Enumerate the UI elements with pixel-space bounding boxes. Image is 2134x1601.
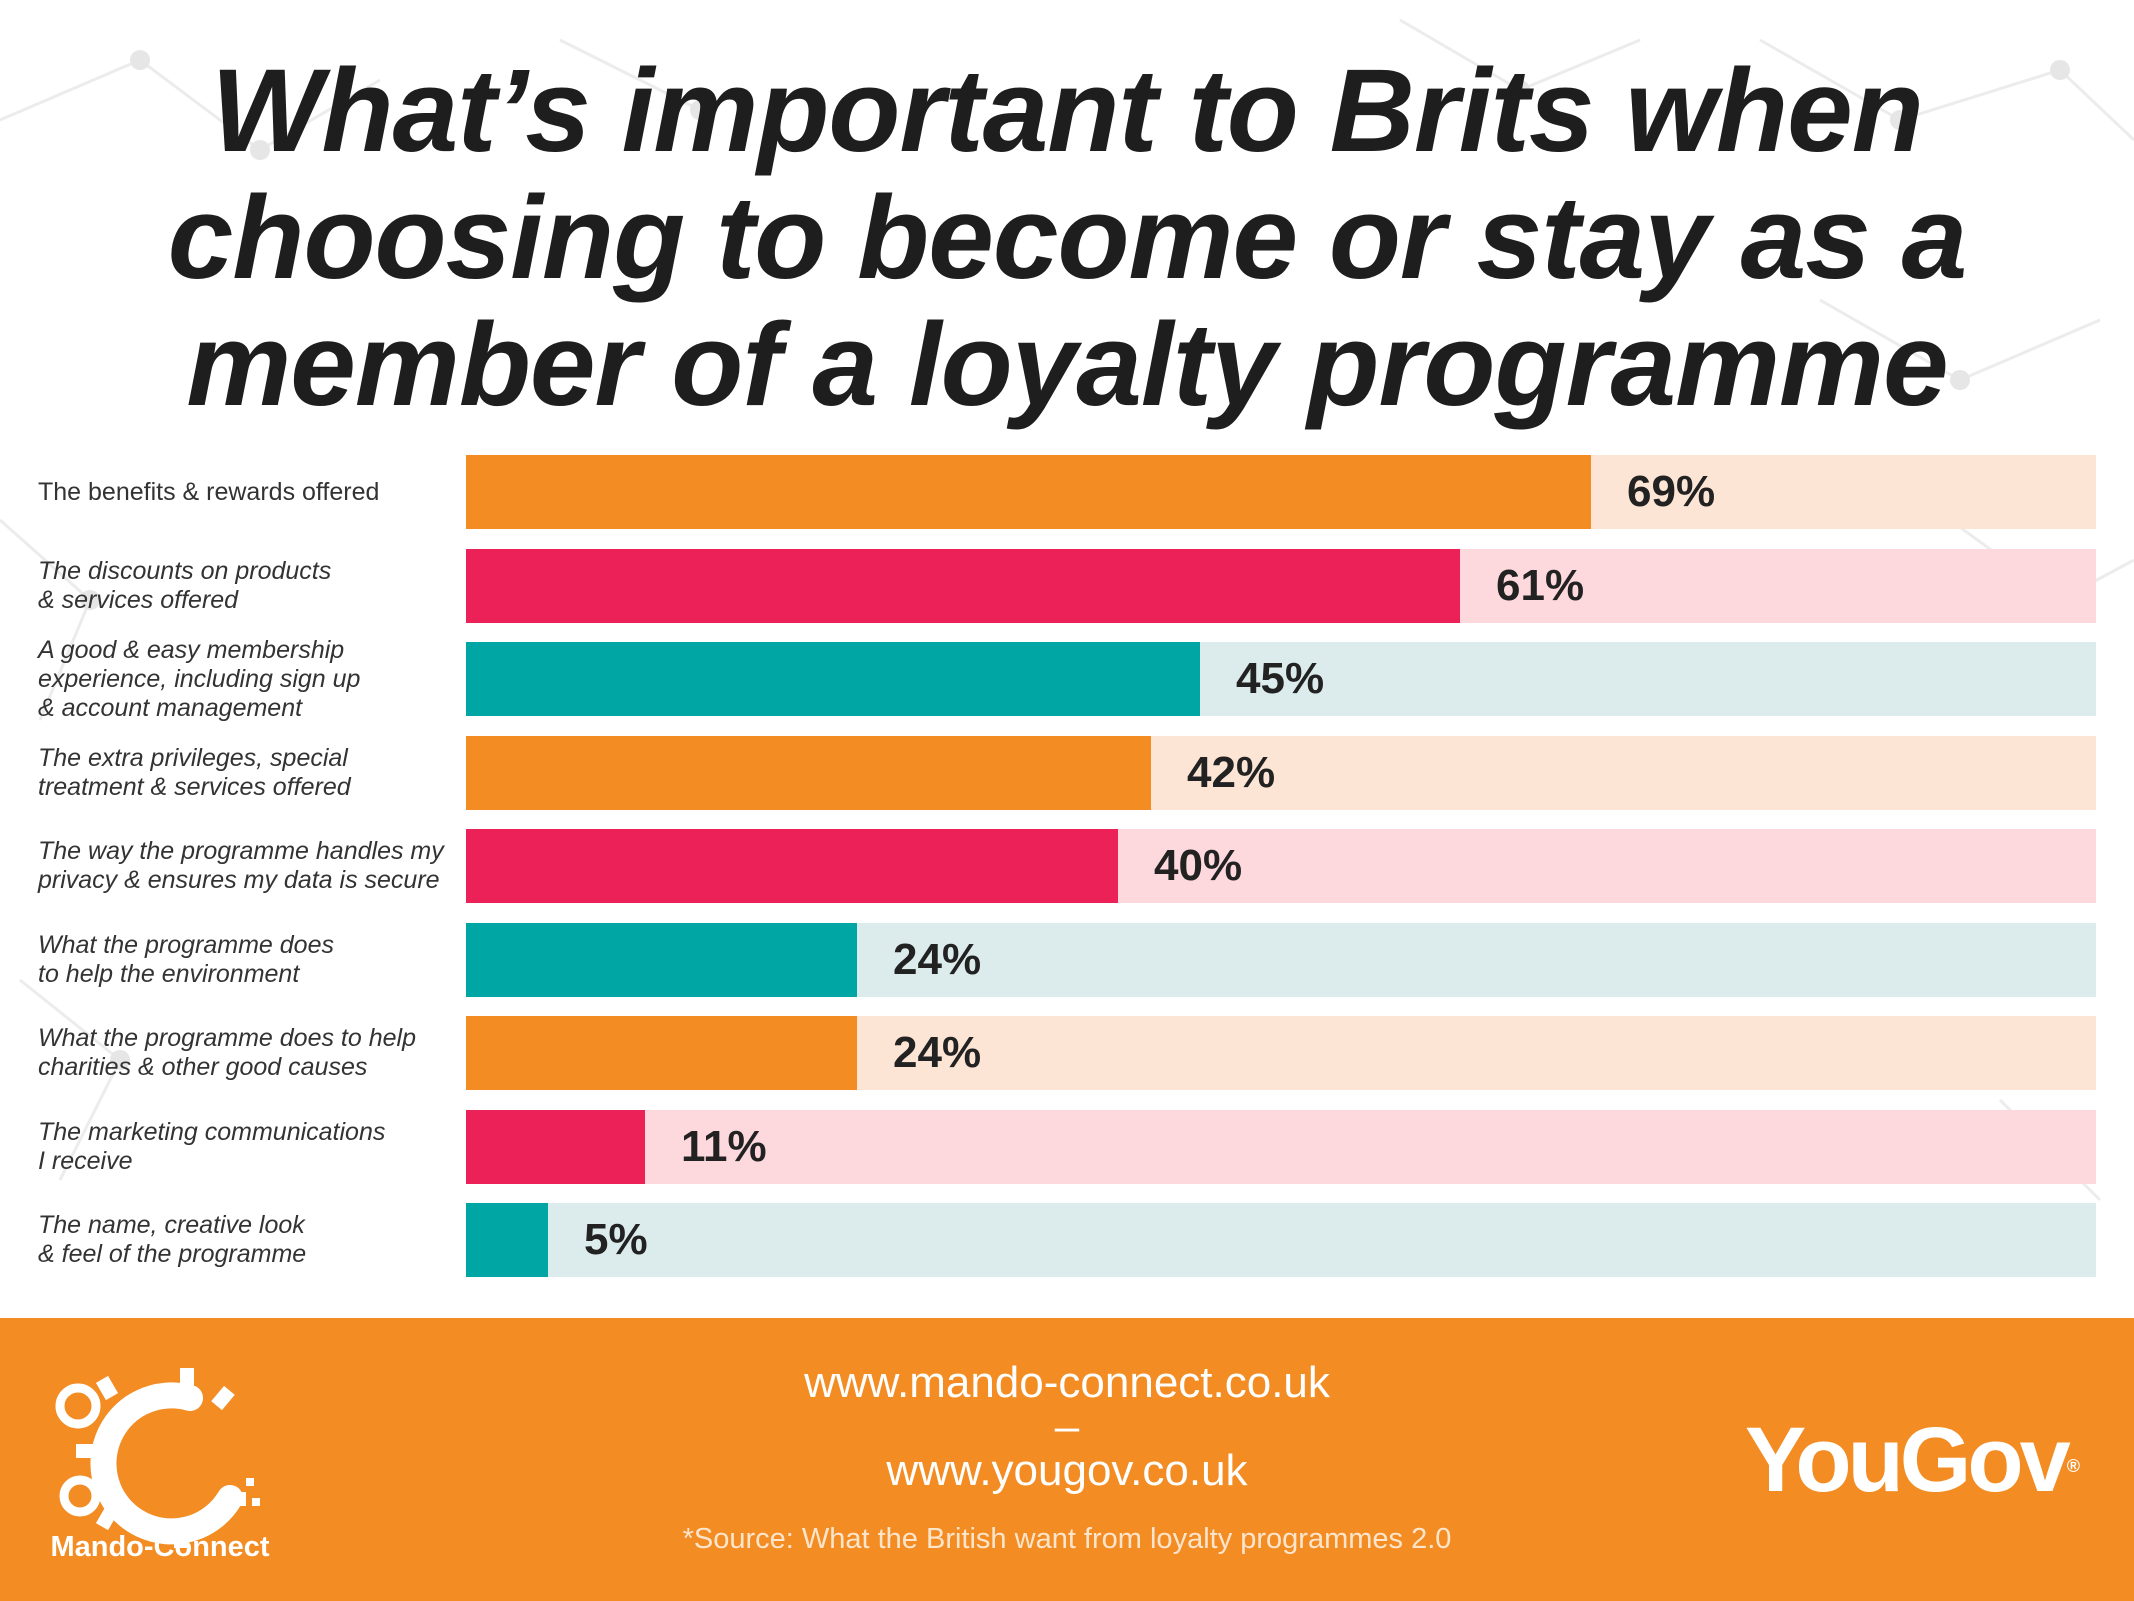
category-label-line: The extra privileges, special xyxy=(38,743,348,772)
mando-connect-logo-text: Mando-Connect xyxy=(50,1531,270,1563)
category-label-line: charities & other good causes xyxy=(38,1053,368,1081)
bar-value-label: 24% xyxy=(893,934,982,984)
bar-value-label: 40% xyxy=(1154,841,1243,890)
category-label: A good & easy membership experience, incl… xyxy=(38,636,458,722)
title-line-1: What’s important to Brits when xyxy=(211,45,1924,177)
category-label-line: The name, creative look xyxy=(38,1211,305,1239)
category-label-line: & services offered xyxy=(38,585,239,614)
footer-bar: Mando-Connect www.mando-connect.co.uk – … xyxy=(0,1318,2134,1601)
bar xyxy=(466,642,1200,716)
title-line-3: member of a loyalty programme xyxy=(186,299,1948,431)
bar-track: 40% xyxy=(466,829,2096,903)
bar xyxy=(466,1109,645,1184)
category-label: The extra privileges, special treatment &… xyxy=(38,736,458,810)
source-note: *Source: What the British want from loya… xyxy=(682,1523,1452,1555)
bar-value-label: 45% xyxy=(1236,654,1325,703)
category-label-line: experience, including sign up xyxy=(38,664,361,693)
bar-value-label: 24% xyxy=(893,1028,982,1077)
chart-title: What’s important to Brits when choosing … xyxy=(60,48,2074,429)
category-label-line: I receive xyxy=(38,1146,133,1175)
url-separator: – xyxy=(1054,1402,1080,1451)
category-label: What the programme does to help charities… xyxy=(38,1016,458,1090)
mando-connect-url[interactable]: www.mando-connect.co.uk xyxy=(804,1358,1330,1407)
background-network-pattern xyxy=(0,18,2134,1202)
yougov-logo: YouGov® xyxy=(1740,1410,2080,1510)
category-label-line: The marketing communications xyxy=(38,1117,386,1146)
bar-track: 42% xyxy=(466,735,2096,810)
category-label-line: to help the environment xyxy=(38,959,300,988)
category-label: The marketing communications I receive xyxy=(38,1110,458,1184)
bar-chart: The benefits & rewards offered 69% The dis… xyxy=(0,445,2134,1290)
category-label-line: What the programme does xyxy=(38,930,334,959)
bar-track: 5% xyxy=(466,1203,2096,1277)
category-label: The discounts on products & services offe… xyxy=(38,549,458,623)
bar-track: 24% xyxy=(466,1016,2096,1090)
bar-value-label: 61% xyxy=(1496,560,1585,610)
bar xyxy=(466,829,1118,903)
category-label-line: The benefits & rewards offered xyxy=(38,477,380,506)
bar-track: 61% xyxy=(466,548,2096,623)
mando-connect-gears-logo xyxy=(55,1368,260,1548)
bar-value-label: 42% xyxy=(1187,747,1276,797)
bar-track: 24% xyxy=(466,922,2096,997)
category-label-line: privacy & ensures my data is secure xyxy=(38,866,440,894)
category-label-line: The way the programme handles my xyxy=(38,837,444,865)
registered-mark: ® xyxy=(2066,1456,2080,1476)
bar-value-label: 11% xyxy=(681,1121,767,1171)
category-label-line: A good & easy membership xyxy=(38,635,345,664)
category-label: What the programme does to help the envir… xyxy=(38,923,458,997)
category-label-line: The discounts on products xyxy=(38,556,332,585)
category-label-line: What the programme does to help xyxy=(38,1024,416,1052)
bar-value-label: 5% xyxy=(584,1215,648,1264)
bar-track: 11% xyxy=(466,1109,2096,1184)
bar xyxy=(466,735,1151,810)
yougov-url[interactable]: www.yougov.co.uk xyxy=(886,1446,1248,1495)
category-label-line: treatment & services offered xyxy=(38,772,351,801)
category-label-line: & account management xyxy=(38,693,303,722)
yougov-logo-text: YouGov xyxy=(1744,1409,2071,1511)
bar-track: 45% xyxy=(466,642,2096,716)
category-label: The name, creative look & feel of the pro… xyxy=(38,1203,458,1277)
bar xyxy=(466,548,1460,623)
category-label-line: & feel of the programme xyxy=(38,1240,307,1268)
bar xyxy=(466,455,1591,529)
bar xyxy=(466,1016,857,1090)
bar xyxy=(466,922,857,997)
category-label: The benefits & rewards offered xyxy=(38,455,458,529)
title-line-2: choosing to become or stay as a xyxy=(167,172,1968,304)
bar xyxy=(466,1203,548,1277)
category-label: The way the programme handles my privacy … xyxy=(38,829,458,903)
bar-track: 69% xyxy=(466,455,2096,529)
bar-value-label: 69% xyxy=(1627,467,1716,516)
